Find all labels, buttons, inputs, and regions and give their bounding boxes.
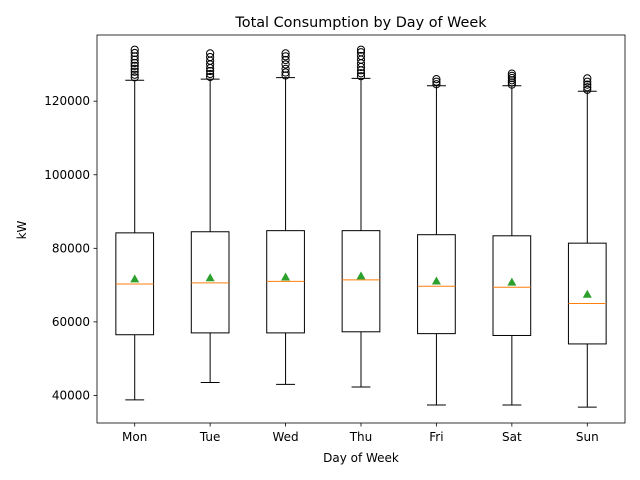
outlier-point: [206, 72, 215, 82]
outlier-point: [281, 60, 290, 69]
mean-marker: [356, 271, 366, 280]
y-tick-label: 40000: [52, 388, 90, 402]
outlier-point: [281, 49, 290, 58]
outlier-point: [507, 78, 516, 87]
outlier-point: [281, 52, 290, 61]
outlier-point: [507, 71, 516, 80]
outlier-point: [356, 72, 366, 81]
outlier-point: [356, 45, 366, 54]
outlier-point: [583, 85, 592, 94]
x-tick-label: Tue: [199, 430, 221, 444]
y-tick-label: 100000: [44, 168, 90, 182]
mean-marker: [205, 273, 215, 282]
plot-area: 40000 60000 80000 100000 120000 Mon Tue Wed Thu F…: [44, 34, 626, 444]
outlier-point: [130, 52, 139, 61]
y-tick-label: 120000: [44, 94, 90, 108]
mean-marker: [582, 289, 592, 298]
y-axis-label: kW: [15, 220, 29, 239]
mean-marker: [507, 277, 517, 286]
outlier-point: [206, 66, 215, 76]
outlier-point: [356, 48, 366, 57]
outlier-point: [432, 77, 441, 86]
outlier-point: [583, 83, 592, 92]
outlier-point: [281, 55, 290, 65]
box: [417, 234, 456, 335]
outlier-point: [281, 64, 290, 73]
y-tick-label: 60000: [52, 315, 90, 329]
x-tick-label: Mon: [122, 430, 147, 444]
mean-marker: [130, 274, 140, 283]
box: [492, 235, 532, 336]
x-axis-label: Day of Week: [323, 451, 399, 465]
outlier-point: [130, 45, 139, 54]
outlier-point: [583, 77, 592, 86]
outlier-point: [507, 69, 516, 78]
outlier-point: [507, 76, 516, 85]
outlier-point: [583, 80, 592, 89]
outlier-point: [130, 67, 139, 76]
outlier-point: [130, 64, 139, 73]
outlier-point: [130, 48, 139, 58]
box: [341, 230, 381, 333]
outlier-point: [281, 71, 290, 80]
outlier-point: [206, 69, 215, 79]
outlier-point: [356, 69, 366, 78]
chart-title: Total Consumption by Day of Week: [234, 15, 487, 31]
x-tick-label: Sat: [502, 430, 522, 444]
mean-marker: [431, 276, 441, 285]
outlier-point: [281, 68, 290, 77]
x-tick-label: Thu: [349, 430, 373, 444]
outlier-point: [432, 80, 441, 89]
outlier-point: [432, 75, 441, 84]
outlier-point: [507, 73, 516, 83]
x-tick-label: Fri: [429, 430, 443, 444]
box: [190, 231, 230, 334]
outlier-point: [356, 51, 366, 61]
box: [567, 242, 607, 345]
outlier-point: [130, 61, 139, 70]
outlier-point: [130, 58, 139, 68]
outlier-point: [130, 55, 139, 64]
x-tick-label: Sun: [576, 430, 599, 444]
outlier-point: [583, 74, 592, 83]
y-tick-label: 80000: [52, 241, 90, 255]
outlier-point: [507, 80, 516, 89]
outlier-point: [206, 49, 215, 58]
outlier-point: [206, 52, 215, 62]
x-tick-label: Wed: [272, 430, 298, 444]
outlier-point: [130, 73, 139, 82]
mean-marker: [281, 272, 291, 281]
outlier-point: [130, 70, 139, 79]
